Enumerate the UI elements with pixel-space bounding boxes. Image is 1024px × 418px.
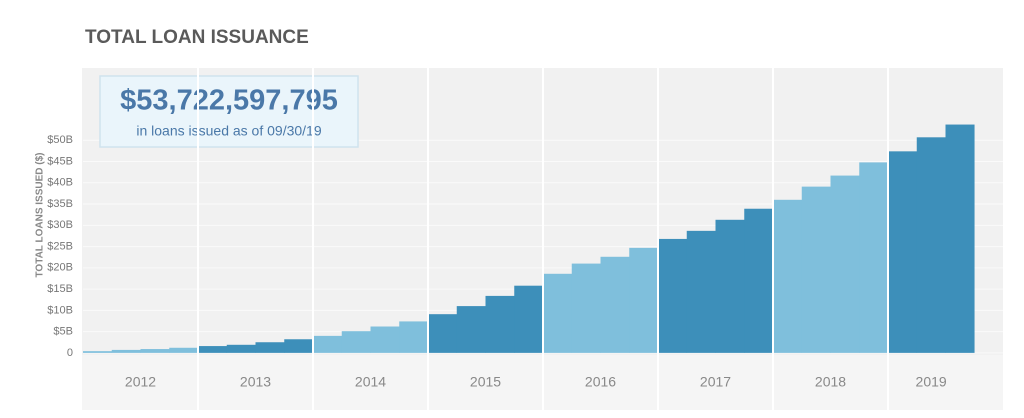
bar <box>514 285 544 353</box>
bar <box>715 219 745 353</box>
bar <box>485 295 515 353</box>
bar <box>140 349 170 353</box>
bar <box>945 124 975 353</box>
bar <box>198 346 228 353</box>
y-tick-label: $20B <box>47 262 73 274</box>
bar <box>111 349 141 353</box>
bar <box>658 238 688 353</box>
y-tick-label: $10B <box>47 304 73 316</box>
bar <box>629 247 659 353</box>
annotation-text: in loans issued as of 09/30/19 <box>136 123 321 139</box>
x-tick-label: 2015 <box>470 374 501 390</box>
bar <box>341 331 371 353</box>
bar <box>830 175 860 353</box>
y-tick-label: $40B <box>47 177 73 189</box>
bar <box>744 208 774 353</box>
bar <box>686 230 716 353</box>
bar <box>428 314 458 353</box>
x-tick-label: 2016 <box>585 374 616 390</box>
x-tick-label: 2019 <box>916 374 947 390</box>
y-tick-label: $30B <box>47 219 73 231</box>
bar <box>370 326 400 353</box>
y-tick-label: $5B <box>53 326 73 338</box>
bar <box>83 351 113 353</box>
bar <box>571 263 601 353</box>
annotation-box <box>99 75 359 148</box>
y-tick-label: $50B <box>47 134 73 146</box>
x-tick-label: 2014 <box>355 374 386 390</box>
bar <box>888 151 918 353</box>
bar <box>456 306 486 353</box>
x-tick-label: 2013 <box>240 374 271 390</box>
bar <box>226 344 256 353</box>
bar <box>284 339 314 353</box>
annotation-headline: $53,722,597,795 <box>120 85 338 117</box>
bar <box>255 342 285 353</box>
bar <box>801 186 831 353</box>
bar <box>859 162 889 353</box>
bars <box>83 124 975 353</box>
x-tick-label: 2012 <box>125 374 156 390</box>
bar <box>600 256 630 353</box>
x-tick-label: 2018 <box>815 374 846 390</box>
y-tick-label: $35B <box>47 198 73 210</box>
y-axis-label: TOTAL LOANS ISSUED ($) <box>35 152 46 277</box>
bar <box>169 347 199 353</box>
y-tick-label: $25B <box>47 240 73 252</box>
x-tick-label: 2017 <box>700 374 731 390</box>
chart-title: TOTAL LOAN ISSUANCE <box>85 27 309 48</box>
y-tick-label: 0 <box>67 347 73 359</box>
bar <box>916 137 946 353</box>
y-tick-label: $15B <box>47 283 73 295</box>
bar <box>399 321 429 353</box>
bar <box>773 199 803 353</box>
bar <box>313 335 343 353</box>
y-tick-label: $45B <box>47 155 73 167</box>
bar <box>543 273 573 353</box>
